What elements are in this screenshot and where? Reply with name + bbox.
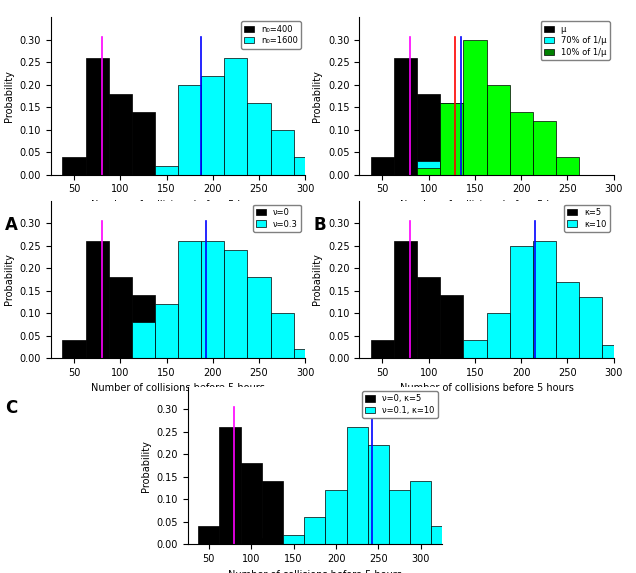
Bar	[371, 340, 394, 358]
Bar	[464, 40, 487, 175]
Bar	[347, 427, 368, 544]
Bar	[86, 241, 109, 358]
Bar	[132, 322, 155, 358]
Bar	[326, 490, 347, 544]
Bar	[240, 464, 262, 544]
Bar	[225, 58, 247, 175]
Bar	[533, 241, 556, 358]
Bar	[262, 481, 283, 544]
Bar	[294, 157, 317, 175]
Bar	[556, 157, 579, 175]
Y-axis label: Probability: Probability	[4, 253, 14, 305]
Bar	[178, 85, 201, 175]
Bar	[201, 241, 225, 358]
Text: A: A	[5, 216, 18, 234]
Bar	[417, 161, 440, 175]
Bar	[62, 157, 86, 175]
Bar	[219, 427, 240, 544]
Bar	[509, 246, 533, 358]
Bar	[247, 103, 270, 175]
Bar	[371, 157, 394, 175]
Bar	[394, 241, 417, 358]
Bar	[417, 94, 440, 175]
Y-axis label: Probability: Probability	[312, 70, 322, 122]
Legend: n₀=400, n₀=1600: n₀=400, n₀=1600	[241, 21, 301, 49]
Bar	[487, 85, 509, 175]
Bar	[625, 351, 636, 358]
Bar	[556, 281, 579, 358]
Bar	[487, 112, 509, 175]
Bar	[440, 354, 464, 358]
Bar	[509, 152, 533, 175]
Bar	[270, 129, 294, 175]
X-axis label: Number of collisions before 5 hours: Number of collisions before 5 hours	[91, 383, 265, 394]
Legend: μ, 70% of 1/μ, 10% of 1/μ: μ, 70% of 1/μ, 10% of 1/μ	[541, 21, 609, 60]
Bar	[464, 103, 487, 175]
Text: C: C	[5, 399, 17, 417]
Bar	[304, 517, 326, 544]
Bar	[389, 490, 410, 544]
Bar	[247, 277, 270, 358]
Bar	[440, 295, 464, 358]
Bar	[417, 277, 440, 358]
Bar	[602, 344, 625, 358]
Bar	[155, 304, 178, 358]
Text: D: D	[314, 399, 328, 417]
X-axis label: Number of collisions before 5 hours: Number of collisions before 5 hours	[228, 570, 402, 573]
X-axis label: Number of collisions before 5 hours: Number of collisions before 5 hours	[399, 200, 574, 210]
Bar	[270, 313, 294, 358]
Bar	[368, 445, 389, 544]
Bar	[509, 112, 533, 175]
Bar	[440, 103, 464, 175]
Bar	[62, 340, 86, 358]
Bar	[431, 527, 453, 544]
Text: B: B	[314, 216, 326, 234]
Bar	[178, 241, 201, 358]
Bar	[533, 121, 556, 175]
Bar	[262, 537, 283, 544]
Bar	[109, 277, 132, 358]
Legend: ν=0, ν=0.3: ν=0, ν=0.3	[253, 205, 301, 232]
Bar	[294, 349, 317, 358]
Y-axis label: Probability: Probability	[4, 70, 14, 122]
Bar	[417, 168, 440, 175]
X-axis label: Number of collisions before 5 hours: Number of collisions before 5 hours	[399, 383, 574, 394]
Bar	[394, 58, 417, 175]
Bar	[132, 112, 155, 175]
Bar	[410, 481, 431, 544]
Bar	[464, 340, 487, 358]
X-axis label: Number of collisions before 5 hours: Number of collisions before 5 hours	[91, 200, 265, 210]
Legend: κ=5, κ=10: κ=5, κ=10	[564, 205, 609, 232]
Bar	[440, 103, 464, 175]
Bar	[86, 58, 109, 175]
Bar	[132, 295, 155, 358]
Bar	[198, 527, 219, 544]
Bar	[109, 94, 132, 175]
Y-axis label: Probability: Probability	[141, 439, 151, 492]
Bar	[225, 250, 247, 358]
Y-axis label: Probability: Probability	[312, 253, 322, 305]
Bar	[155, 166, 178, 175]
Bar	[283, 535, 304, 544]
Bar	[440, 112, 464, 175]
Bar	[579, 297, 602, 358]
Legend: ν=0, κ=5, ν=0.1, κ=10: ν=0, κ=5, ν=0.1, κ=10	[362, 391, 438, 418]
Bar	[487, 313, 509, 358]
Bar	[201, 76, 225, 175]
